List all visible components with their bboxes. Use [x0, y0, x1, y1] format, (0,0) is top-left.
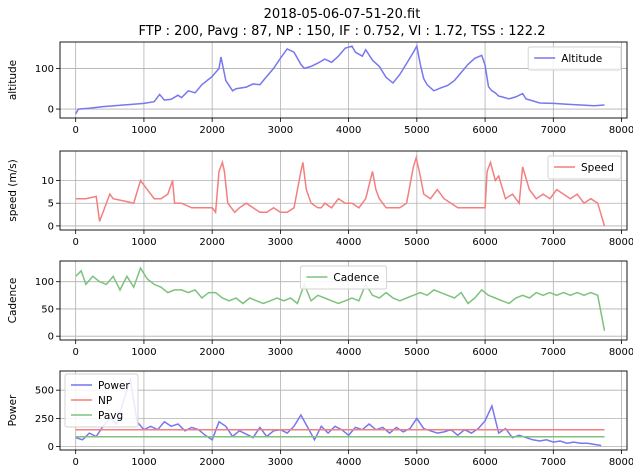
altitude-ylabel: altitude	[7, 60, 19, 100]
altitude-frame	[59, 41, 628, 119]
speed-ytick-label-0: 0	[48, 221, 54, 232]
power-xtick-label-7000: 7000	[541, 457, 566, 468]
power-xtick-label-5000: 5000	[404, 457, 429, 468]
speed-ylabel: speed (m/s)	[7, 159, 19, 222]
altitude-xtick-label-1000: 1000	[131, 125, 156, 136]
altitude-ytick-label-0: 0	[48, 105, 54, 116]
altitude-legend-label-altitude: Altitude	[561, 53, 602, 65]
cadence-legend: Cadence	[299, 265, 388, 290]
figure-title-line2: FTP : 200, Pavg : 87, NP : 150, IF : 0.7…	[139, 24, 546, 39]
speed-series-speed	[75, 154, 606, 227]
speed-xtick-label-5000: 5000	[404, 237, 429, 248]
cadence-frame	[59, 260, 628, 341]
cadence-xtick-label-4000: 4000	[336, 347, 361, 358]
speed-frame	[59, 150, 628, 231]
speed-legend-box	[547, 155, 622, 180]
altitude-xtick-label-0: 0	[73, 125, 79, 136]
power-ytick-label-250: 250	[35, 414, 54, 425]
power-legend: Power NP Pavg	[64, 373, 139, 428]
power-legend-label-power: Power	[98, 380, 130, 392]
speed-xtick-label-8000: 8000	[609, 237, 633, 248]
power-legend-label-np: NP	[98, 395, 112, 407]
cadence-ytick-label-50: 50	[41, 304, 54, 315]
speed-xtick-label-2000: 2000	[199, 237, 224, 248]
altitude-xtick-label-2000: 2000	[199, 125, 224, 136]
power-xtick-label-8000: 8000	[609, 457, 633, 468]
power-panel: 0 1000 2000 3000 4000 5000 6000 7000 8000 0 250 500…	[7, 370, 633, 468]
cadence-xtick-label-1000: 1000	[131, 347, 156, 358]
power-legend-label-pavg: Pavg	[98, 410, 123, 422]
cadence-ylabel: Cadence	[7, 278, 19, 324]
speed-ytick-label-5: 5	[48, 199, 54, 210]
power-xtick-label-2000: 2000	[199, 457, 224, 468]
power-ytick-label-500: 500	[35, 386, 54, 397]
speed-xtick-label-6000: 6000	[472, 237, 497, 248]
speed-xtick-label-7000: 7000	[541, 237, 566, 248]
cadence-xtick-label-5000: 5000	[404, 347, 429, 358]
figure-title-line1: 2018-05-06-07-51-20.fit	[264, 7, 421, 22]
power-xtick-label-6000: 6000	[472, 457, 497, 468]
altitude-series-altitude	[75, 43, 605, 115]
altitude-legend: Altitude	[527, 46, 622, 71]
power-xtick-label-1000: 1000	[131, 457, 156, 468]
power-frame	[59, 370, 628, 451]
speed-ytick-label-10: 10	[41, 176, 54, 187]
speed-xtick-label-3000: 3000	[268, 237, 293, 248]
power-xtick-label-3000: 3000	[268, 457, 293, 468]
cadence-xtick-label-2000: 2000	[199, 347, 224, 358]
altitude-xtick-label-5000: 5000	[404, 125, 429, 136]
power-xtick-label-0: 0	[73, 457, 79, 468]
speed-panel: 0 1000 2000 3000 4000 5000 6000 7000 8000 0 5 10 spe…	[7, 150, 633, 248]
power-series-power	[75, 378, 602, 447]
cadence-panel: 0 1000 2000 3000 4000 5000 6000 7000 8000 0 50 100 C…	[7, 260, 633, 358]
altitude-xtick-label-3000: 3000	[268, 125, 293, 136]
altitude-panel: 0 1000 2000 3000 4000 5000 6000 7000 8000 0 100 alt…	[7, 41, 633, 136]
speed-legend-label-speed: Speed	[581, 162, 614, 174]
speed-xtick-label-4000: 4000	[336, 237, 361, 248]
cadence-xtick-label-0: 0	[73, 347, 79, 358]
cadence-ytick-label-0: 0	[48, 332, 54, 343]
altitude-xtick-label-4000: 4000	[336, 125, 361, 136]
speed-xtick-label-1000: 1000	[131, 237, 156, 248]
power-legend-box	[64, 373, 139, 428]
power-ytick-label-0: 0	[48, 442, 54, 453]
speed-legend: Speed	[547, 155, 622, 180]
cadence-legend-box	[299, 265, 388, 290]
cadence-xtick-label-3000: 3000	[268, 347, 293, 358]
cadence-legend-label-cadence: Cadence	[333, 272, 379, 284]
cadence-series-cadence	[75, 266, 606, 331]
cadence-xtick-label-6000: 6000	[472, 347, 497, 358]
altitude-legend-box	[527, 46, 622, 71]
altitude-ytick-label-100: 100	[35, 64, 54, 75]
cadence-ytick-label-100: 100	[35, 277, 54, 288]
altitude-xtick-label-7000: 7000	[541, 125, 566, 136]
altitude-xtick-label-8000: 8000	[609, 125, 633, 136]
power-xtick-label-4000: 4000	[336, 457, 361, 468]
power-ylabel: Power	[7, 394, 19, 426]
speed-xtick-label-0: 0	[73, 237, 79, 248]
altitude-xtick-label-6000: 6000	[472, 125, 497, 136]
cadence-xtick-label-7000: 7000	[541, 347, 566, 358]
cadence-xtick-label-8000: 8000	[609, 347, 633, 358]
